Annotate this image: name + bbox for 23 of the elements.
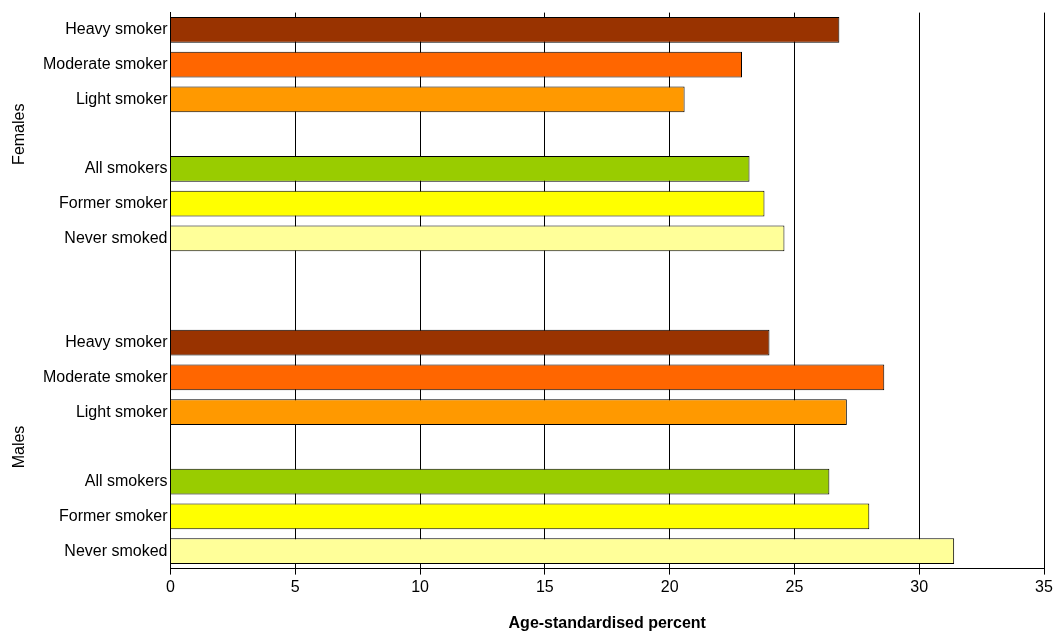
y-tick-label: Former smoker <box>59 506 169 524</box>
y-tick-label: Moderate smoker <box>42 367 169 385</box>
y-tick-label: All smokers <box>84 159 168 177</box>
x-tick-label: 0 <box>166 577 176 595</box>
y-tick-label: Heavy smoker <box>65 20 169 38</box>
y-tick-label: Heavy smoker <box>65 333 169 351</box>
text: Females <box>10 103 28 165</box>
x-tick-label: 25 <box>785 577 804 595</box>
y-tick-label: Never smoked <box>64 228 168 246</box>
x-tick-label: 20 <box>660 577 679 595</box>
y-tick-label: Light smoker <box>75 89 169 107</box>
y-tick-label: Moderate smoker <box>42 55 169 73</box>
y-tick-label: All smokers <box>84 472 168 490</box>
text: Males <box>10 425 28 469</box>
x-tick-label: 10 <box>411 577 430 595</box>
x-axis-title: Age-standardised percent <box>508 613 707 631</box>
y-tick-label: Former smoker <box>59 194 169 212</box>
x-tick-label: 15 <box>535 577 554 595</box>
x-tick-label: 35 <box>1035 577 1053 595</box>
x-tick-label: 5 <box>290 577 300 595</box>
y-tick-label: Never smoked <box>64 541 168 559</box>
x-tick-label: 30 <box>910 577 929 595</box>
y-tick-label: Light smoker <box>75 402 169 420</box>
